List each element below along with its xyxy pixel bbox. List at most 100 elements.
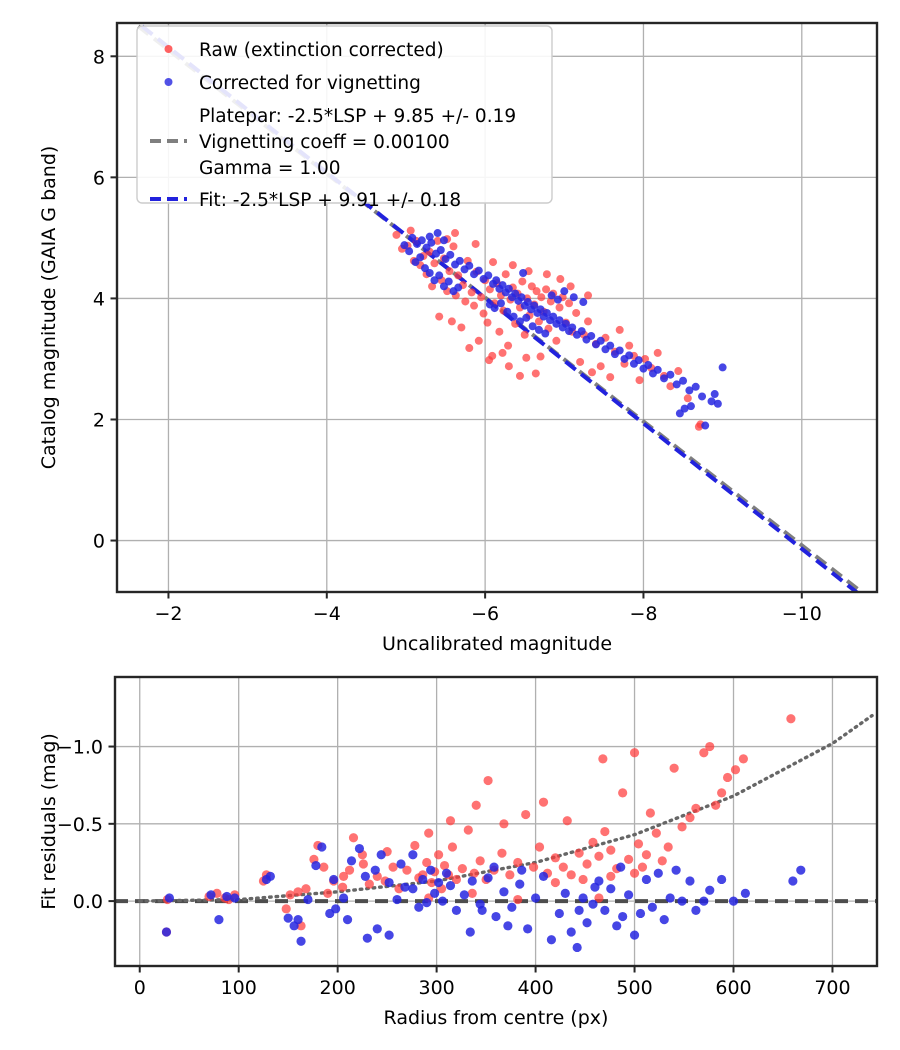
- data-point: [435, 312, 444, 321]
- legend-entry[interactable]: Raw (extinction corrected): [164, 40, 444, 61]
- y-axis-label: Fit residuals (mag): [38, 733, 60, 910]
- data-point: [698, 392, 707, 401]
- data-point: [618, 911, 628, 922]
- data-point: [550, 853, 560, 863]
- data-point: [562, 816, 572, 826]
- data-point: [451, 905, 462, 915]
- data-point: [496, 299, 505, 308]
- data-point: [552, 336, 561, 345]
- legend-entry[interactable]: Platepar: -2.5*LSP + 9.85 +/- 0.19 Vignet…: [150, 106, 516, 179]
- data-point: [418, 874, 428, 885]
- data-point: [707, 397, 716, 406]
- data-point: [588, 899, 598, 909]
- data-point: [672, 380, 681, 389]
- legend-marker-dot: [164, 78, 173, 86]
- data-point: [578, 893, 588, 903]
- legend-label: Corrected for vignetting: [199, 73, 421, 94]
- data-point: [342, 915, 353, 925]
- data-point: [346, 856, 357, 866]
- data-point: [463, 825, 473, 835]
- data-point: [555, 316, 564, 325]
- data-point: [705, 885, 715, 895]
- data-point: [344, 865, 355, 875]
- data-point: [561, 319, 570, 328]
- data-point: [730, 765, 741, 775]
- data-point: [536, 352, 545, 361]
- data-point: [376, 850, 386, 860]
- data-point: [222, 891, 232, 902]
- data-point: [588, 837, 598, 847]
- data-point: [497, 848, 507, 858]
- data-point: [624, 854, 634, 864]
- data-point: [629, 868, 640, 878]
- data-point: [701, 421, 710, 430]
- data-point: [434, 850, 444, 860]
- data-point: [467, 888, 477, 898]
- xtick-label: 500: [616, 977, 652, 999]
- data-point: [705, 741, 715, 752]
- data-point: [436, 245, 445, 254]
- data-point: [214, 915, 224, 925]
- data-point: [582, 859, 592, 869]
- data-layer: [115, 713, 877, 953]
- legend-box: [136, 25, 553, 204]
- data-point: [430, 259, 439, 268]
- data-point: [717, 874, 727, 885]
- data-point: [406, 226, 415, 235]
- data-point: [528, 322, 537, 331]
- data-point: [474, 266, 483, 275]
- data-point: [517, 293, 526, 302]
- data-point: [447, 317, 456, 326]
- data-point: [457, 323, 466, 332]
- data-point: [722, 772, 733, 783]
- legend-entry[interactable]: Fit: -2.5*LSP + 9.91 +/- 0.18: [150, 190, 461, 211]
- data-point: [796, 865, 806, 875]
- data-point: [584, 317, 593, 326]
- data-point: [738, 754, 749, 764]
- data-point: [338, 882, 348, 892]
- data-point: [612, 921, 622, 931]
- data-point: [410, 840, 420, 851]
- data-point: [520, 330, 529, 339]
- data-point: [447, 842, 458, 852]
- data-point: [489, 258, 498, 267]
- data-point: [665, 893, 675, 903]
- legend-entry[interactable]: Corrected for vignetting: [164, 73, 421, 94]
- data-point: [424, 828, 434, 838]
- data-point: [358, 859, 368, 869]
- data-point: [400, 241, 409, 250]
- data-point: [479, 309, 488, 318]
- data-point: [392, 894, 402, 905]
- data-point: [606, 845, 616, 855]
- data-point: [470, 301, 479, 310]
- data-point: [566, 927, 576, 937]
- data-point: [522, 353, 531, 362]
- data-point: [430, 888, 440, 898]
- data-point: [530, 301, 539, 310]
- data-point: [285, 890, 295, 900]
- data-point: [483, 873, 493, 883]
- data-point: [477, 905, 487, 915]
- data-point: [483, 775, 493, 786]
- data-point: [515, 371, 524, 380]
- data-point: [489, 862, 499, 872]
- data-point: [641, 850, 652, 860]
- data-point: [515, 879, 525, 889]
- axes-frame: [113, 675, 879, 968]
- data-point: [576, 357, 585, 366]
- data-point: [669, 763, 679, 773]
- data-point: [498, 348, 507, 357]
- data-point: [685, 386, 694, 395]
- legend-label: Platepar: -2.5*LSP + 9.85 +/- 0.19: [199, 106, 516, 127]
- ytick-label: 8: [93, 46, 105, 68]
- data-point: [354, 843, 365, 854]
- data-point: [428, 282, 437, 291]
- data-point: [509, 312, 518, 321]
- data-point: [666, 382, 675, 391]
- data-point: [522, 313, 531, 322]
- data-point: [435, 271, 444, 280]
- data-point: [740, 888, 750, 898]
- data-point: [572, 942, 582, 953]
- data-point: [635, 908, 646, 919]
- data-point: [618, 788, 628, 798]
